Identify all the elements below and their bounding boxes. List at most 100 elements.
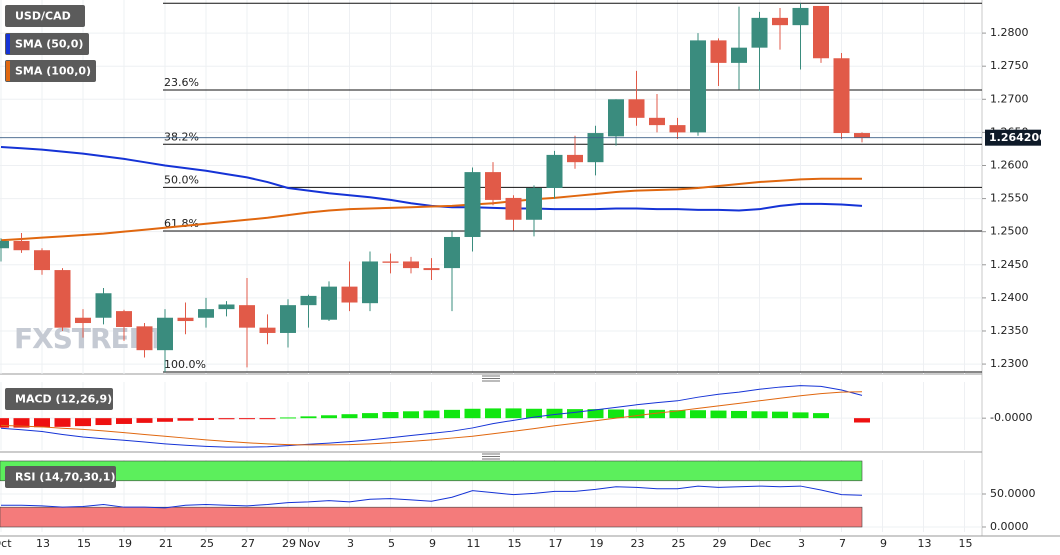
histogram-bar [75, 418, 91, 427]
candle-body [403, 261, 419, 269]
candle-body [75, 317, 91, 324]
candle-body [116, 311, 132, 328]
candle-body [690, 40, 706, 133]
histogram-bar [567, 409, 583, 419]
histogram-bar [54, 418, 71, 427]
histogram-bar [464, 408, 481, 419]
candle-body [95, 293, 112, 318]
x-tick-label: 9 [429, 537, 436, 550]
legend-tag: RSI (14,70,30,1) [5, 466, 116, 488]
candle-body [567, 154, 583, 163]
x-tick-label: 9 [880, 537, 887, 550]
x-tick-label: 29 [282, 537, 296, 550]
histogram-bar [690, 410, 706, 419]
histogram-bar [731, 410, 747, 419]
candle-body [587, 133, 604, 163]
histogram-bar [300, 416, 317, 419]
candle-body [628, 99, 645, 118]
x-tick-label: Nov [299, 537, 321, 550]
histogram-bar [423, 410, 440, 419]
y-tick-label: 1.2750 [990, 59, 1029, 72]
histogram-bar [505, 408, 522, 419]
x-tick-label: 3 [347, 537, 354, 550]
histogram-bar [259, 418, 276, 420]
candle-body [362, 261, 378, 304]
x-tick-label: 21 [159, 537, 173, 550]
candle-body [0, 240, 9, 249]
tag-text: MACD (12,26,9) [15, 393, 112, 406]
candle-body [321, 286, 337, 320]
candle-body [259, 327, 276, 333]
candle-body [218, 304, 235, 310]
tag-text: USD/CAD [15, 10, 71, 23]
histogram-bar [321, 415, 337, 419]
histogram-bar [116, 418, 132, 424]
candle-body [382, 261, 399, 263]
candle-body [464, 172, 481, 237]
tag-box [5, 388, 113, 410]
candle-body [813, 5, 829, 59]
candle-body [485, 172, 501, 200]
histogram-bar [669, 410, 686, 419]
histogram-bar [382, 412, 399, 419]
histogram-bar [854, 418, 870, 423]
tag-text: SMA (100,0) [15, 65, 91, 78]
candle-body [772, 17, 788, 26]
candle-body [505, 197, 522, 220]
x-tick-label: Oct [0, 537, 12, 550]
candle-body [136, 326, 153, 351]
tag-text: SMA (50,0) [15, 38, 83, 51]
fib-label: 0.0% [164, 0, 192, 2]
histogram-bar [403, 411, 419, 419]
histogram-bar [649, 409, 665, 419]
sma-line [0, 177, 862, 242]
x-tick-label: 13 [36, 537, 50, 550]
tag-text: RSI (14,70,30,1) [15, 471, 115, 484]
candle-body [669, 125, 686, 133]
histogram-bar [751, 411, 768, 419]
x-tick-label: 17 [549, 537, 563, 550]
rsi-band [0, 506, 863, 528]
candle-body [649, 117, 665, 126]
candle-body [526, 187, 542, 220]
candle-body [792, 7, 809, 26]
resize-handle[interactable] [482, 375, 500, 460]
x-tick-label: 29 [713, 537, 727, 550]
x-tick-label: 3 [798, 537, 805, 550]
y-tick-label: 50.0000 [990, 487, 1036, 500]
histogram-bar [280, 417, 296, 419]
histogram-bar [813, 413, 829, 419]
fib-label: 50.0% [164, 173, 199, 186]
histogram-bar [95, 418, 112, 426]
candle-body [710, 40, 727, 63]
y-tick-label: 1.2800 [990, 26, 1029, 39]
x-tick-label: 7 [839, 537, 846, 550]
y-tick-label: 1.2600 [990, 158, 1029, 171]
y-tick-label: 1.2450 [990, 258, 1029, 271]
candle-body [54, 270, 71, 328]
candle-body [444, 236, 460, 269]
fib-label: 23.6% [164, 76, 199, 89]
candle-body [34, 250, 50, 271]
y-tick-label: 1.2350 [990, 324, 1029, 337]
candle-body [751, 17, 768, 48]
histogram-bar [587, 409, 604, 419]
histogram-bar [177, 418, 194, 421]
rsi-line [1, 485, 863, 509]
candle-body [239, 305, 255, 328]
x-tick-label: 19 [590, 537, 604, 550]
legend-tag: MACD (12,26,9) [5, 388, 113, 410]
histogram-bar [218, 418, 235, 420]
candle-body [423, 268, 440, 271]
x-tick-label: 25 [672, 537, 686, 550]
x-tick-label: 11 [467, 537, 481, 550]
histogram-bar [198, 418, 214, 420]
x-tick-label: 27 [241, 537, 255, 550]
last-price-label: 1.264200 [989, 131, 1047, 144]
x-tick-label: 13 [918, 537, 932, 550]
x-tick-label: 15 [959, 537, 973, 550]
candle-body [341, 286, 358, 303]
x-tick-label: 15 [508, 537, 522, 550]
